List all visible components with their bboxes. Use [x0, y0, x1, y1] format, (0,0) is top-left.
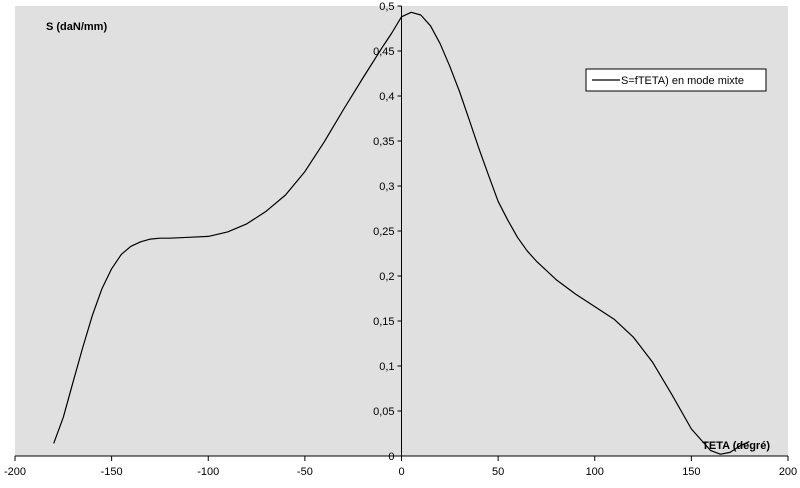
- y-tick-label: 0,15: [373, 316, 394, 328]
- y-tick-label: 0,5: [379, 1, 394, 13]
- x-tick-label: -200: [4, 466, 26, 478]
- y-tick-label: 0,1: [379, 361, 394, 373]
- axes: -200 -150 -100 -50 0 50 100 150 200 0 0,05 0,1 0,15 0…: [4, 1, 797, 478]
- y-tick-label: 0,05: [373, 406, 394, 418]
- y-tick-label: 0,4: [379, 91, 394, 103]
- legend: S=fTETA) en mode mixte: [585, 68, 767, 92]
- y-tick-label: 0: [388, 451, 394, 463]
- x-axis-title: TETA (degré): [702, 440, 770, 452]
- legend-box: [585, 68, 767, 92]
- series-line: [53, 11, 750, 455]
- x-tick-label: -50: [297, 466, 313, 478]
- x-tick-label: 150: [682, 466, 700, 478]
- legend-label: S=fTETA) en mode mixte: [621, 75, 744, 87]
- series-layer: [53, 11, 750, 455]
- x-tick-label: -150: [101, 466, 123, 478]
- y-tick-label: 0,25: [373, 226, 394, 238]
- y-tick-label: 0,2: [379, 271, 394, 283]
- y-tick-label: 0,35: [373, 136, 394, 148]
- x-tick-label: 200: [779, 466, 797, 478]
- y-axis-title: S (daN/mm): [46, 21, 107, 33]
- x-tick-label: 0: [398, 466, 404, 478]
- x-tick-label: 100: [586, 466, 604, 478]
- y-tick-label: 0,3: [379, 181, 394, 193]
- x-tick-label: -100: [197, 466, 219, 478]
- y-tick-label: 0,45: [373, 46, 394, 58]
- x-tick-label: 50: [492, 466, 504, 478]
